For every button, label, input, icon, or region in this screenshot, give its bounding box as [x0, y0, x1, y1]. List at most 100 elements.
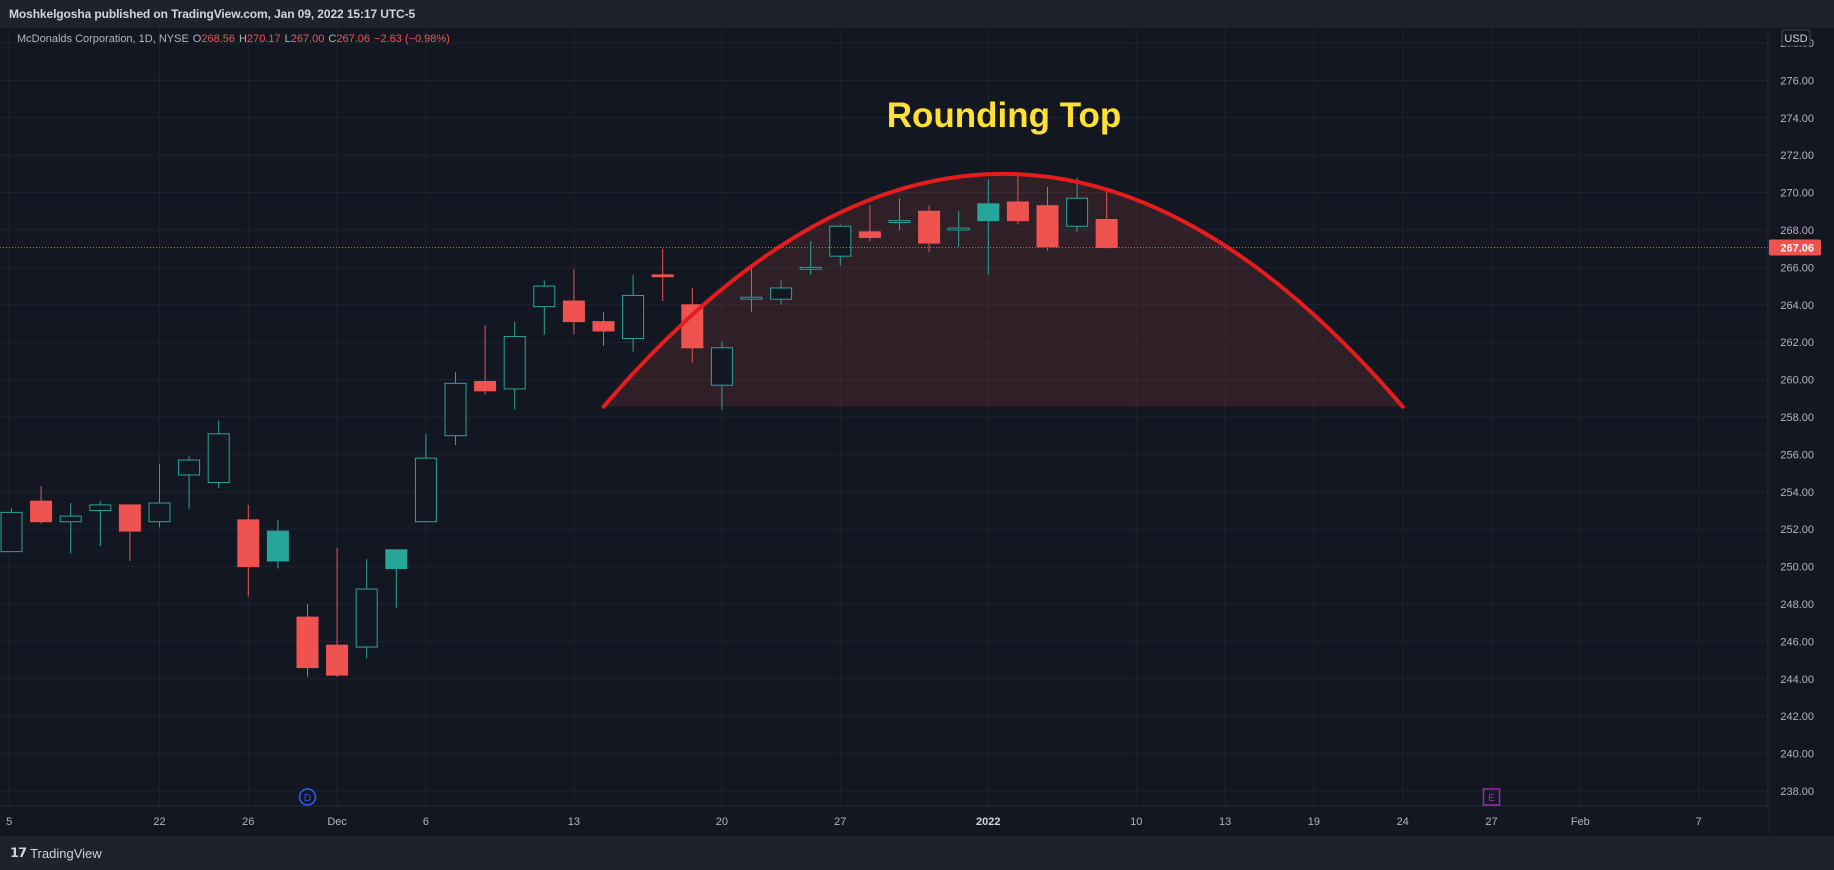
candle-body — [592, 321, 615, 332]
tradingview-logo-icon: 𝟭𝟳 — [10, 845, 27, 860]
candle — [444, 372, 467, 446]
candle — [562, 269, 585, 335]
candle-body — [533, 285, 556, 308]
legend-h-label: H — [239, 33, 247, 45]
candle — [710, 342, 733, 410]
candle-body — [178, 459, 201, 476]
candle-body — [799, 266, 822, 270]
chart-area[interactable]: 238.00 240.00 242.00 244.00 246.00 248.00 250.… — [0, 28, 1834, 836]
candle — [30, 486, 53, 524]
time-tick-label: 2022 — [976, 816, 1000, 828]
time-tick-label: 13 — [568, 816, 580, 828]
price-tick-label: 272.00 — [1780, 150, 1814, 162]
tradingview-logo[interactable]: 𝟭𝟳 TradingView — [10, 845, 102, 861]
candle-body — [237, 519, 260, 568]
time-tick-label: 19 — [1308, 816, 1320, 828]
price-tick-label: 262.00 — [1780, 337, 1814, 349]
candle-body — [1006, 201, 1029, 222]
candle — [207, 420, 230, 489]
currency-box — [1781, 29, 1811, 47]
legend-o-label: O — [193, 33, 202, 45]
price-tick-label: 258.00 — [1780, 412, 1814, 424]
time-axis-bg — [0, 806, 1768, 836]
candle-body — [1036, 205, 1059, 248]
candle — [947, 211, 970, 247]
dividend-marker: D — [298, 788, 317, 806]
candle — [1066, 177, 1089, 232]
candle — [266, 519, 289, 569]
candle — [977, 179, 1000, 275]
candle-body — [710, 347, 733, 386]
time-tick-label: Dec — [327, 816, 347, 828]
candle — [326, 547, 349, 677]
candle — [533, 280, 556, 335]
price-tick-label: 268.00 — [1780, 225, 1814, 237]
candle-body — [266, 530, 289, 562]
candle-body — [89, 504, 112, 512]
candle — [89, 501, 112, 547]
candle — [414, 433, 437, 523]
price-tick-label: 270.00 — [1780, 188, 1814, 200]
earnings-marker: E — [1482, 788, 1501, 806]
candle — [651, 248, 674, 302]
price-tick-label: 238.00 — [1780, 786, 1814, 798]
candle — [59, 503, 82, 554]
candle — [178, 456, 201, 509]
legend-l-label: L — [285, 33, 291, 45]
candle — [237, 504, 260, 597]
legend-high: 270.17 — [247, 33, 281, 45]
time-tick-label: 26 — [242, 816, 254, 828]
legend-open: 268.56 — [201, 33, 235, 45]
candle-body — [118, 504, 141, 532]
rounding-top-arc — [601, 172, 1405, 409]
candle-body — [740, 296, 763, 300]
currency-label: USD — [1784, 33, 1807, 45]
time-tick-label: 27 — [834, 816, 846, 828]
candle-body — [326, 644, 349, 676]
candle-body — [651, 274, 674, 278]
price-tick-label: 254.00 — [1780, 487, 1814, 499]
price-tick-label: 266.00 — [1780, 262, 1814, 274]
dividend-marker-circle — [298, 788, 317, 806]
candle-body — [829, 225, 852, 257]
candle — [0, 508, 23, 553]
dividend-marker-label: D — [304, 793, 311, 804]
earnings-marker-box — [1482, 788, 1501, 806]
candle-body — [947, 227, 970, 231]
candle — [622, 274, 645, 352]
candle-body — [888, 220, 911, 223]
candle — [918, 205, 941, 253]
price-tick-label: 252.00 — [1780, 524, 1814, 536]
candle — [503, 321, 526, 410]
chart-background — [0, 28, 1834, 836]
candle-body — [296, 616, 319, 669]
price-tick-label: 250.00 — [1780, 562, 1814, 574]
candle — [858, 205, 881, 242]
publisher-bar: Moshkelgosha published on TradingView.co… — [0, 0, 1834, 28]
candle-body — [207, 433, 230, 483]
legend-change: −2.63 (−0.98%) — [374, 33, 450, 45]
last-price-badge: 267.06 — [1769, 239, 1821, 256]
publisher-line: Moshkelgosha published on TradingView.co… — [9, 7, 416, 21]
candle — [888, 198, 911, 230]
candle-body — [1095, 219, 1118, 249]
price-tick-label: 246.00 — [1780, 636, 1814, 648]
time-tick-label: 10 — [1130, 816, 1142, 828]
candle — [148, 463, 171, 528]
price-tick-label: 244.00 — [1780, 674, 1814, 686]
time-tick-label: Feb — [1571, 816, 1590, 828]
legend-close: 267.06 — [336, 33, 370, 45]
candle — [770, 280, 793, 305]
symbol-legend: McDonalds Corporation, 1D, NYSE O268.56 H2… — [17, 33, 450, 45]
candlestick-chart[interactable]: 238.00 240.00 242.00 244.00 246.00 248.00 250.… — [0, 28, 1834, 836]
time-tick-label: 13 — [1219, 816, 1231, 828]
candle — [1095, 189, 1118, 249]
last-price-value: 267.06 — [1780, 243, 1814, 255]
candle-body — [385, 549, 408, 569]
candle-body — [474, 380, 497, 392]
candle — [1006, 172, 1029, 225]
time-tick-label: 6 — [423, 816, 429, 828]
price-tick-label: 274.00 — [1780, 113, 1814, 125]
time-tick-label: 20 — [716, 816, 728, 828]
price-tick-label: 242.00 — [1780, 711, 1814, 723]
